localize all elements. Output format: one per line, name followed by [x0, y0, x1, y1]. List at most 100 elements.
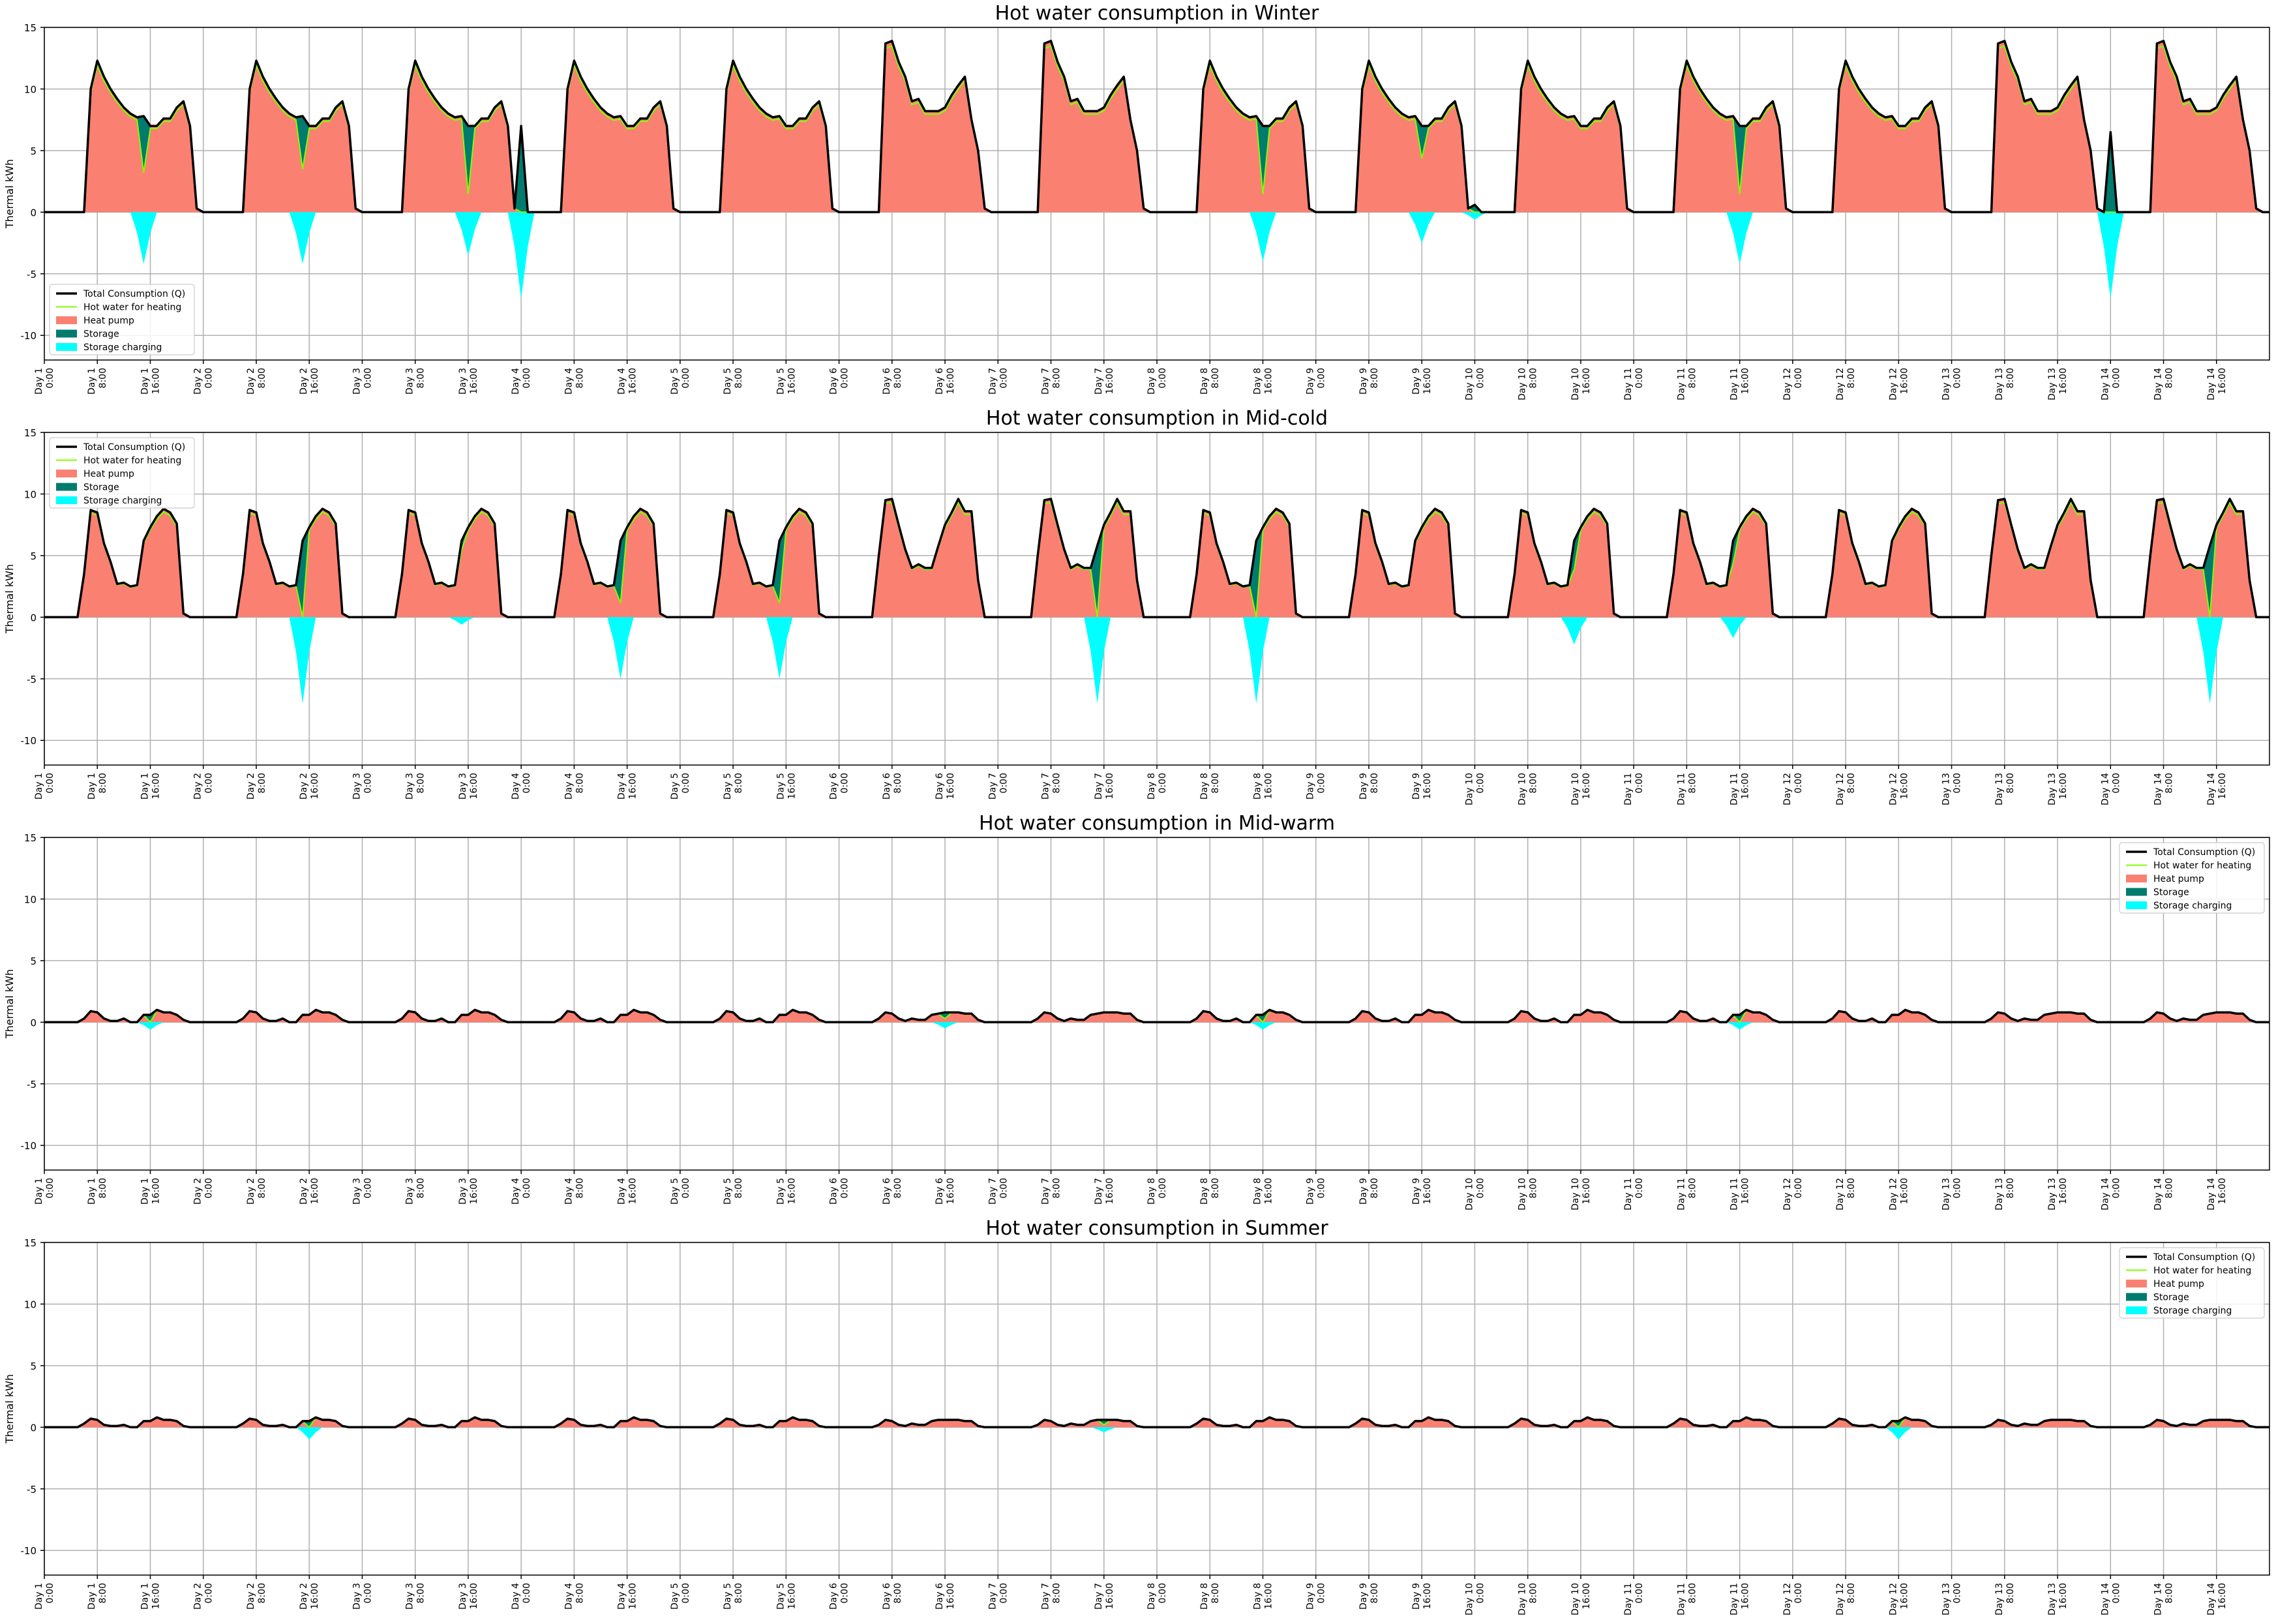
x-tick-label: Day 516:00 [775, 1583, 797, 1610]
x-tick-label: Day 128:00 [1835, 1583, 1857, 1616]
total-consumption-line [44, 1416, 2269, 1429]
x-tick-label: Day 516:00 [775, 1178, 797, 1205]
x-tick-label: Day 138:00 [1994, 773, 2016, 805]
legend-swatch [2126, 1306, 2147, 1314]
x-tick-label: Day 128:00 [1835, 773, 1857, 805]
x-tick-label: Day 1216:00 [1888, 1178, 1909, 1210]
x-tick-label: Day 98:00 [1358, 1178, 1380, 1205]
x-tick-label: Day 118:00 [1676, 773, 1698, 805]
x-tick-label: Day 108:00 [1518, 1178, 1539, 1210]
x-tick-label: Day 316:00 [458, 1583, 479, 1610]
x-tick-label: Day 148:00 [2153, 773, 2175, 805]
x-tick-label: Day 88:00 [1199, 1178, 1221, 1205]
x-tick-label: Day 1216:00 [1888, 773, 1909, 805]
legend-label: Storage [83, 329, 119, 340]
x-tick-label: Day 116:00 [140, 368, 161, 395]
x-tick-label: Day 110:00 [1623, 1583, 1645, 1616]
x-tick-label: Day 110:00 [1623, 773, 1645, 805]
y-tick-label: 5 [30, 550, 37, 562]
x-tick-label: Day 100:00 [1464, 368, 1486, 400]
x-tick-label: Day 88:00 [1199, 1583, 1221, 1610]
x-tick-label: Day 50:00 [670, 368, 691, 395]
y-tick-label: 5 [30, 955, 37, 967]
x-tick-label: Day 816:00 [1252, 1178, 1274, 1205]
chart-title: Hot water consumption in Winter [995, 2, 1319, 25]
x-tick-label: Day 78:00 [1041, 1583, 1062, 1610]
legend-box [49, 437, 195, 509]
x-tick-label: Day 816:00 [1252, 773, 1274, 800]
legend-box [49, 284, 195, 355]
x-tick-label: Day 916:00 [1411, 1178, 1433, 1205]
y-tick-label: -10 [21, 735, 37, 747]
legend-swatch [56, 343, 77, 351]
x-tick-label: Day 1216:00 [1888, 368, 1909, 400]
x-tick-label: Day 30:00 [352, 1178, 373, 1205]
x-tick-label: Day 140:00 [2100, 1583, 2121, 1616]
chart-title: Hot water consumption in Mid-cold [986, 407, 1328, 430]
x-tick-label: Day 1116:00 [1729, 368, 1751, 400]
x-tick-label: Day 140:00 [2100, 773, 2121, 805]
legend-label: Total Consumption (Q) [2153, 1252, 2255, 1263]
x-tick-label: Day 68:00 [882, 773, 903, 800]
x-tick-label: Day 138:00 [1994, 1583, 2016, 1616]
y-tick-label: 10 [24, 489, 37, 500]
x-tick-label: Day 1316:00 [2047, 1178, 2069, 1210]
x-tick-label: Day 60:00 [829, 1178, 850, 1205]
x-tick-label: Day 416:00 [617, 1583, 638, 1610]
y-tick-label: -5 [27, 1484, 37, 1496]
legend-label: Storage [2153, 1293, 2189, 1303]
x-tick-label: Day 70:00 [987, 368, 1009, 395]
x-tick-label: Day 1016:00 [1570, 1583, 1592, 1616]
y-tick-label: 0 [30, 1017, 37, 1029]
x-tick-label: Day 30:00 [352, 773, 373, 800]
y-tick-label: 15 [24, 832, 37, 844]
x-tick-label: Day 1116:00 [1729, 773, 1751, 805]
y-tick-label: 10 [24, 1299, 37, 1310]
x-tick-label: Day 28:00 [246, 1583, 267, 1610]
y-tick-label: -5 [27, 269, 37, 280]
x-tick-label: Day 1416:00 [2206, 1583, 2228, 1616]
legend-label: Hot water for heating [83, 303, 181, 313]
x-tick-label: Day 80:00 [1146, 1178, 1168, 1205]
x-tick-label: Day 90:00 [1306, 1178, 1327, 1205]
x-tick-label: Day 118:00 [1676, 368, 1698, 400]
grid-lines [44, 1242, 2269, 1575]
x-tick-label: Day 216:00 [299, 1583, 320, 1610]
x-tick-label: Day 716:00 [1094, 1583, 1115, 1610]
x-tick-label: Day 60:00 [829, 1583, 850, 1610]
grid-lines [44, 432, 2269, 765]
x-tick-label: Day 60:00 [829, 368, 850, 395]
x-tick-label: Day 716:00 [1094, 773, 1115, 800]
x-tick-label: Day 416:00 [617, 773, 638, 800]
legend-swatch [2126, 1280, 2147, 1287]
x-tick-label: Day 40:00 [511, 1178, 532, 1205]
x-tick-label: Day 40:00 [511, 773, 532, 800]
y-axis-label: Thermal kWh [3, 159, 16, 229]
x-tick-label: Day 60:00 [829, 773, 850, 800]
x-tick-label: Day 316:00 [458, 773, 479, 800]
x-tick-label: Day 40:00 [511, 368, 532, 395]
y-tick-label: 15 [24, 427, 37, 439]
x-tick-label: Day 1116:00 [1729, 1178, 1751, 1210]
x-tick-label: Day 516:00 [775, 773, 797, 800]
x-tick-label: Day 68:00 [882, 1583, 903, 1610]
x-tick-label: Day 18:00 [87, 368, 108, 395]
legend-label: Storage charging [2153, 1306, 2232, 1316]
x-tick-label: Day 108:00 [1518, 773, 1539, 805]
x-tick-label: Day 716:00 [1094, 1178, 1115, 1205]
x-tick-label: Day 1016:00 [1570, 1178, 1592, 1210]
x-tick-label: Day 48:00 [563, 1583, 585, 1610]
chart-panel-1: Hot water consumption in Winter -10 -5 0 5 10… [3, 2, 2270, 400]
y-tick-label: 5 [30, 1361, 37, 1372]
x-tick-label: Day 28:00 [246, 773, 267, 800]
x-tick-label: Day 1316:00 [2047, 368, 2069, 400]
x-tick-label: Day 110:00 [1623, 368, 1645, 400]
x-tick-label: Day 1116:00 [1729, 1583, 1751, 1616]
x-tick-label: Day 716:00 [1094, 368, 1115, 395]
chart-title: Hot water consumption in Summer [985, 1217, 1328, 1240]
legend-label: Heat pump [2153, 874, 2204, 884]
x-tick-label: Day 916:00 [1411, 773, 1433, 800]
x-tick-label: Day 116:00 [140, 773, 161, 800]
x-tick-label: Day 148:00 [2153, 1583, 2175, 1616]
